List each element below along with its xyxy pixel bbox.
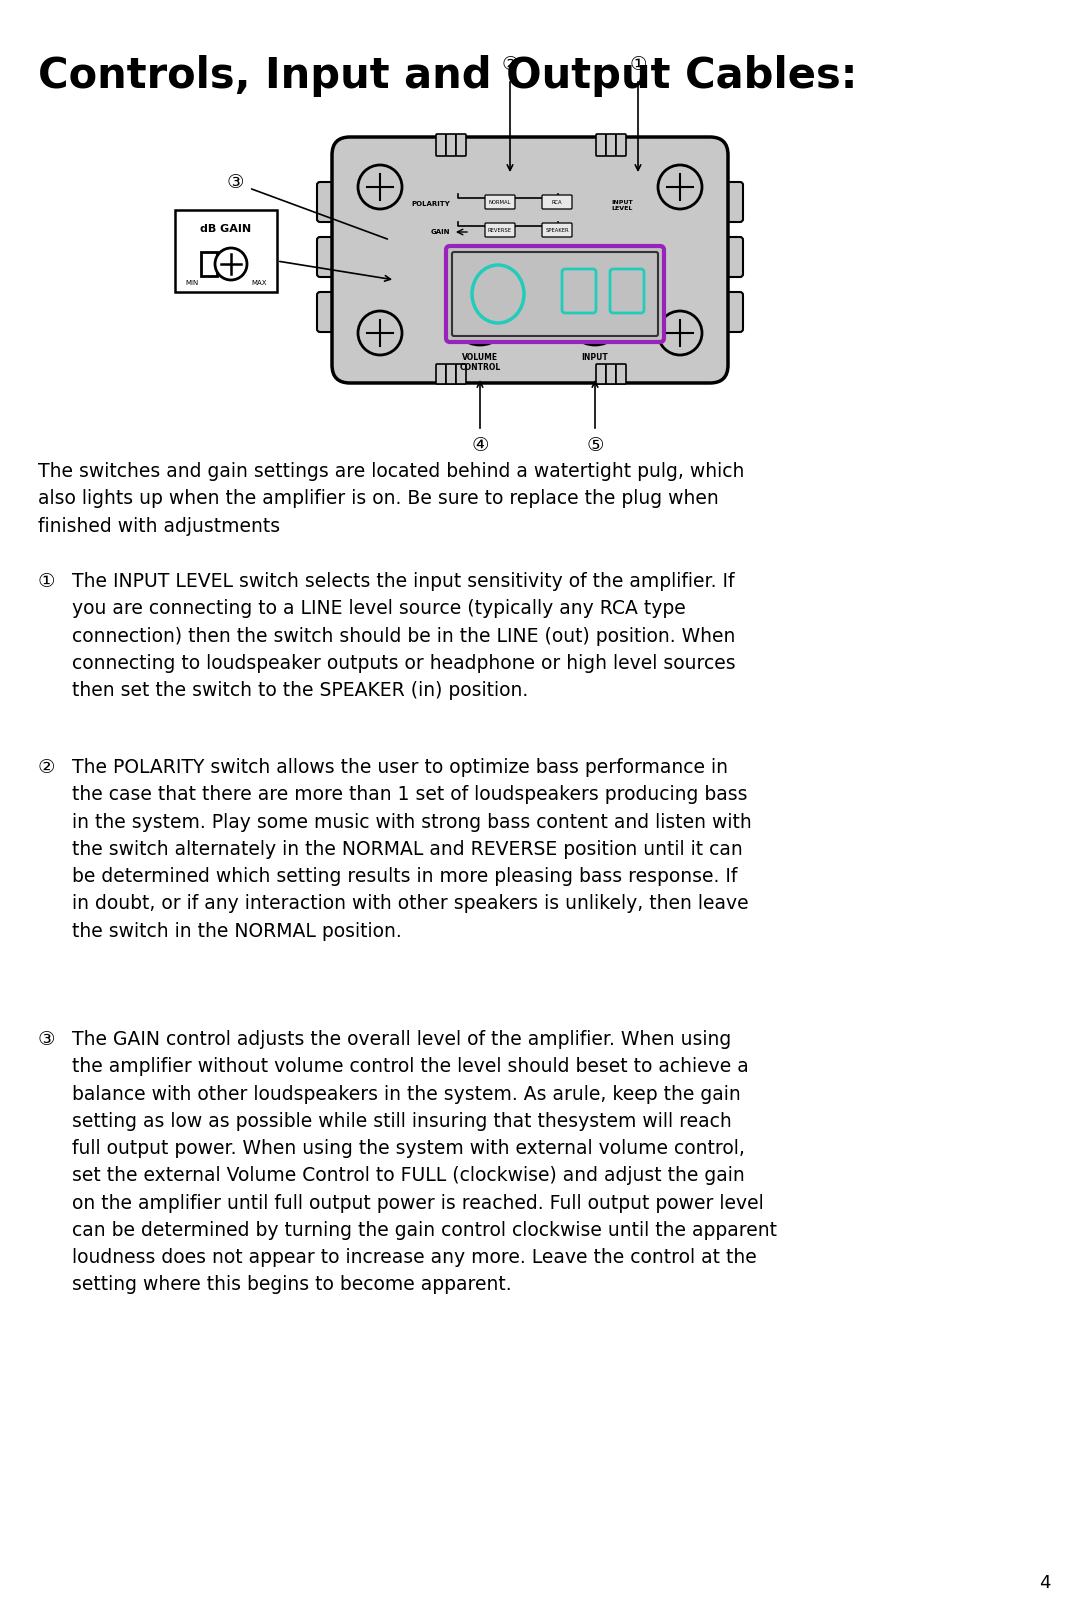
FancyBboxPatch shape [616, 364, 626, 384]
FancyBboxPatch shape [606, 134, 616, 155]
Text: ⑤: ⑤ [586, 436, 604, 455]
FancyBboxPatch shape [712, 181, 743, 222]
Text: The switches and gain settings are located behind a watertight pulg, which
also : The switches and gain settings are locat… [38, 461, 744, 536]
Text: NORMAL: NORMAL [489, 199, 511, 204]
Text: The POLARITY switch allows the user to optimize bass performance in
the case tha: The POLARITY switch allows the user to o… [72, 758, 752, 941]
FancyBboxPatch shape [606, 364, 616, 384]
FancyBboxPatch shape [318, 291, 348, 332]
Text: dB GAIN: dB GAIN [201, 223, 252, 235]
FancyBboxPatch shape [446, 246, 664, 342]
FancyBboxPatch shape [446, 134, 456, 155]
FancyBboxPatch shape [436, 364, 446, 384]
FancyBboxPatch shape [453, 253, 658, 337]
Text: RCA: RCA [552, 199, 563, 204]
Text: 4: 4 [1039, 1574, 1051, 1591]
Circle shape [658, 311, 702, 355]
FancyBboxPatch shape [616, 134, 626, 155]
FancyBboxPatch shape [201, 253, 217, 275]
Text: GAIN: GAIN [431, 228, 450, 235]
FancyBboxPatch shape [456, 364, 465, 384]
Text: MIN: MIN [185, 280, 199, 287]
FancyBboxPatch shape [446, 364, 456, 384]
Text: MAX: MAX [252, 280, 267, 287]
Text: ②: ② [38, 758, 55, 777]
Text: ①: ① [630, 55, 647, 74]
Ellipse shape [567, 295, 622, 345]
Ellipse shape [453, 295, 508, 345]
FancyBboxPatch shape [712, 236, 743, 277]
FancyBboxPatch shape [318, 236, 348, 277]
FancyBboxPatch shape [542, 223, 572, 236]
Text: ②: ② [501, 55, 518, 74]
Text: The INPUT LEVEL switch selects the input sensitivity of the amplifier. If
you ar: The INPUT LEVEL switch selects the input… [72, 572, 735, 699]
FancyBboxPatch shape [456, 134, 465, 155]
Text: Controls, Input and Output Cables:: Controls, Input and Output Cables: [38, 55, 858, 97]
Text: POLARITY: POLARITY [411, 201, 450, 207]
Text: REVERSE: REVERSE [488, 228, 512, 233]
FancyBboxPatch shape [332, 138, 728, 384]
Text: SPEAKER: SPEAKER [545, 228, 569, 233]
FancyBboxPatch shape [542, 194, 572, 209]
FancyBboxPatch shape [175, 210, 276, 291]
FancyBboxPatch shape [485, 223, 515, 236]
FancyBboxPatch shape [596, 134, 606, 155]
Circle shape [215, 248, 247, 280]
Text: ③: ③ [38, 1030, 55, 1049]
Text: VOLUME
CONTROL: VOLUME CONTROL [459, 353, 501, 372]
Circle shape [357, 311, 402, 355]
Text: ④: ④ [471, 436, 489, 455]
FancyBboxPatch shape [712, 291, 743, 332]
Circle shape [357, 165, 402, 209]
FancyBboxPatch shape [318, 181, 348, 222]
Text: INPUT
LEVEL: INPUT LEVEL [611, 201, 633, 210]
Text: ①: ① [38, 572, 55, 591]
FancyBboxPatch shape [436, 134, 446, 155]
Text: ③: ③ [226, 173, 244, 193]
Text: INPUT: INPUT [582, 353, 608, 363]
FancyBboxPatch shape [596, 364, 606, 384]
FancyBboxPatch shape [485, 194, 515, 209]
Circle shape [658, 165, 702, 209]
Text: The GAIN control adjusts the overall level of the amplifier. When using
the ampl: The GAIN control adjusts the overall lev… [72, 1030, 777, 1294]
